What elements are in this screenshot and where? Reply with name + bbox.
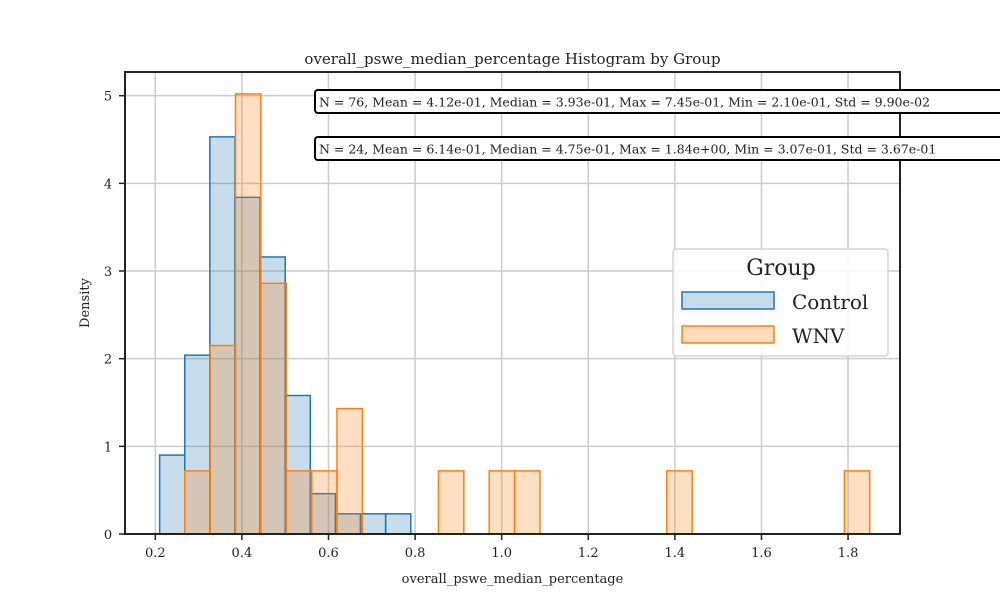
stats-text-wnv: N = 24, Mean = 6.14e-01, Median = 4.75e-… (319, 142, 936, 157)
chart-title: overall_pswe_median_percentage Histogram… (304, 50, 720, 68)
legend-label-control: Control (792, 290, 868, 314)
legend-label-wnv: WNV (792, 324, 845, 348)
x-tick-label: 0.6 (318, 546, 339, 561)
x-tick-label: 1.0 (491, 546, 512, 561)
x-tick-label: 0.4 (232, 546, 253, 561)
x-tick-label: 1.4 (665, 546, 686, 561)
legend-swatch-wnv (681, 325, 775, 344)
y-tick-label: 3 (104, 265, 112, 280)
histogram-area-wnv (184, 93, 870, 535)
stats-text-control: N = 76, Mean = 4.12e-01, Median = 3.93e-… (319, 95, 930, 110)
plot-frame (124, 71, 901, 535)
y-tick-label: 2 (104, 353, 112, 368)
x-tick-label: 1.2 (578, 546, 599, 561)
y-tick-label: 1 (104, 440, 112, 455)
y-tick-label: 4 (104, 177, 112, 192)
legend-title: Group (746, 256, 816, 281)
y-tick-label: 5 (104, 90, 112, 105)
axis-ticks: 0.2 0.4 0.6 0.8 1.0 1.2 1.4 1.6 1.8 0 1 2 3 4 5 (104, 90, 859, 561)
x-tick-label: 1.8 (838, 546, 859, 561)
x-tick-label: 0.8 (405, 546, 426, 561)
x-tick-label: 1.6 (751, 546, 772, 561)
stats-box-wnv: N = 24, Mean = 6.14e-01, Median = 4.75e-… (314, 136, 1000, 161)
legend: Group Control WNV (672, 248, 889, 357)
y-axis-label: Density (78, 277, 93, 328)
x-axis-label: overall_pswe_median_percentage (402, 572, 624, 587)
legend-swatch-control (681, 291, 775, 310)
x-tick-label: 0.2 (145, 546, 166, 561)
y-tick-label: 0 (104, 528, 112, 543)
stats-box-control: N = 76, Mean = 4.12e-01, Median = 3.93e-… (314, 89, 1000, 114)
